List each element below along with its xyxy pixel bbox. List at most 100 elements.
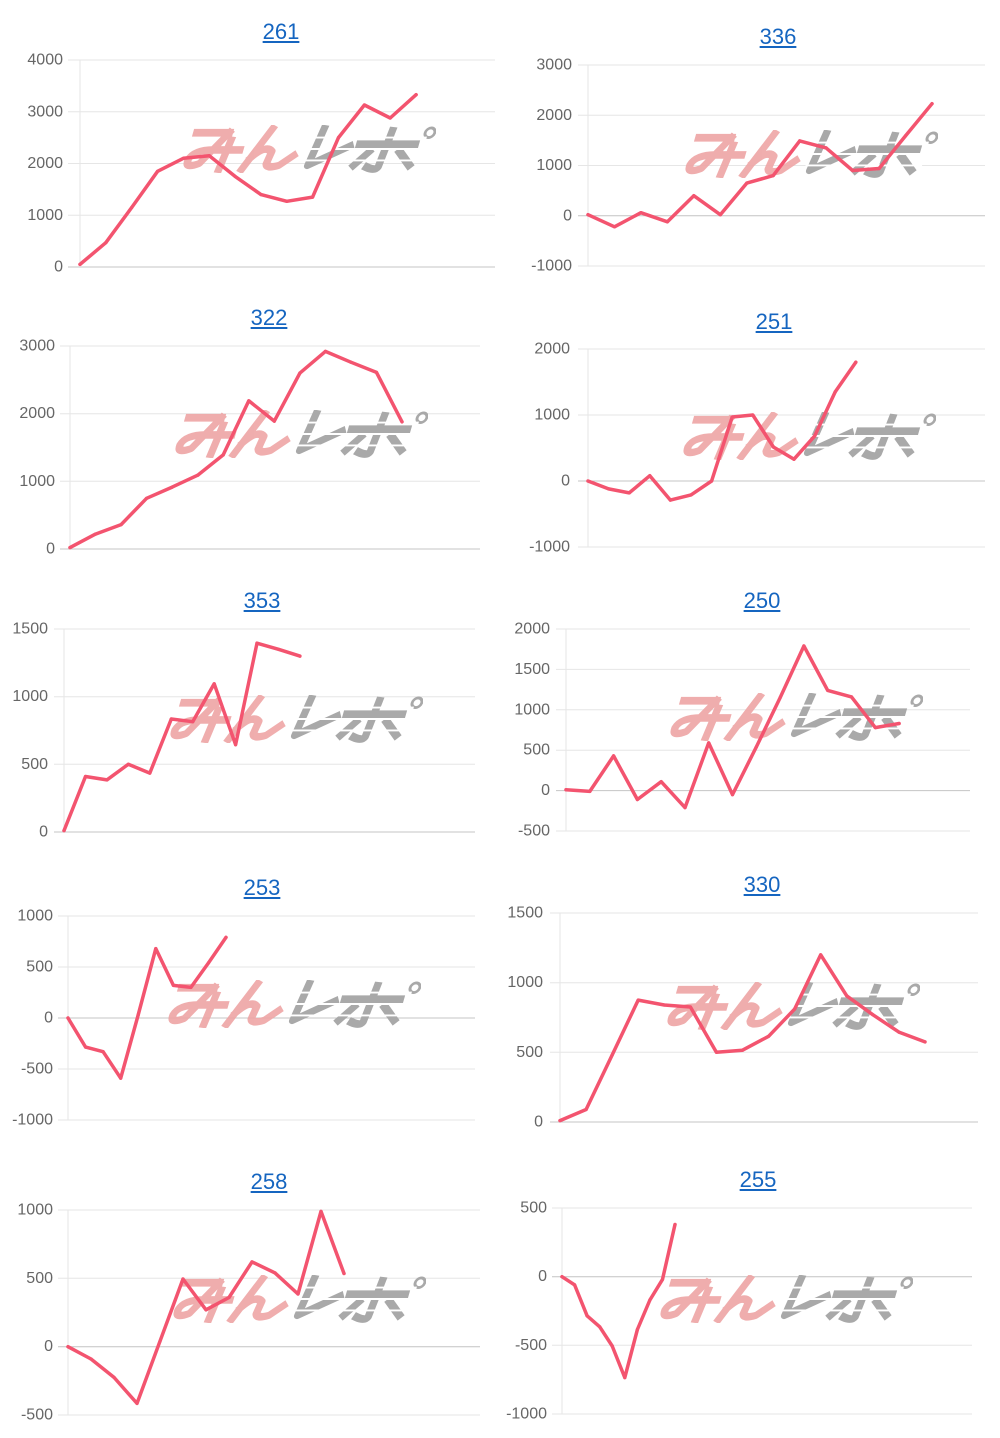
series-line bbox=[68, 349, 404, 550]
y-tick-label: 0 bbox=[44, 1338, 53, 1355]
data-point bbox=[273, 1271, 277, 1275]
data-point bbox=[336, 136, 341, 140]
data-point bbox=[586, 213, 590, 217]
data-point bbox=[259, 193, 263, 197]
data-point bbox=[849, 695, 854, 699]
data-point bbox=[319, 1209, 323, 1213]
data-point bbox=[740, 1048, 745, 1052]
line-chart: 500 0 -500 -1000 bbox=[506, 1200, 972, 1423]
data-point bbox=[718, 213, 722, 217]
y-tick-label: 500 bbox=[26, 959, 53, 976]
series-line bbox=[78, 92, 418, 267]
watermark-logo bbox=[185, 128, 436, 169]
chart-title-link[interactable]: 255 bbox=[739, 1167, 777, 1192]
data-point bbox=[272, 419, 276, 423]
chart-title-link[interactable]: 261 bbox=[262, 19, 300, 44]
chart-title-link[interactable]: 336 bbox=[759, 24, 797, 49]
chart-title-link[interactable]: 253 bbox=[243, 875, 281, 900]
line-chart: 2000 1000 0 -1000 bbox=[529, 341, 985, 556]
data-point bbox=[673, 1222, 677, 1227]
y-tick-label: 2000 bbox=[534, 341, 570, 358]
chart-title-link[interactable]: 250 bbox=[743, 588, 781, 613]
data-point bbox=[648, 1298, 652, 1302]
data-point bbox=[374, 370, 379, 374]
data-point bbox=[101, 1050, 105, 1054]
data-point bbox=[877, 166, 881, 171]
data-point bbox=[233, 174, 237, 178]
y-tick-label: 1000 bbox=[12, 688, 48, 705]
line-chart: 1500 1000 500 0 bbox=[12, 621, 475, 841]
data-point bbox=[285, 199, 289, 203]
data-point bbox=[584, 1107, 588, 1112]
data-point bbox=[298, 371, 302, 375]
data-point bbox=[104, 241, 108, 245]
data-point bbox=[78, 262, 82, 266]
y-grid: 500 0 -500 -1000 bbox=[506, 1200, 972, 1423]
y-tick-label: 500 bbox=[523, 742, 550, 759]
data-point bbox=[798, 139, 802, 143]
data-point bbox=[751, 413, 755, 417]
data-point bbox=[148, 771, 152, 775]
y-tick-label: 2000 bbox=[27, 155, 63, 172]
y-tick-label: 0 bbox=[44, 1010, 53, 1027]
data-point bbox=[635, 1327, 640, 1332]
data-point bbox=[897, 1030, 901, 1034]
data-point bbox=[105, 778, 109, 782]
y-tick-label: 500 bbox=[520, 1200, 547, 1217]
data-point bbox=[771, 445, 776, 449]
y-tick-label: -1000 bbox=[529, 539, 570, 556]
data-point bbox=[930, 102, 934, 106]
data-point bbox=[612, 754, 616, 758]
data-point bbox=[206, 961, 211, 965]
data-point bbox=[585, 1314, 589, 1318]
data-point bbox=[221, 453, 225, 457]
data-point bbox=[196, 473, 200, 477]
line-chart: 1500 1000 500 0 bbox=[507, 905, 978, 1131]
chart-title-link[interactable]: 322 bbox=[250, 305, 288, 330]
data-point bbox=[767, 1034, 771, 1038]
data-point bbox=[119, 1076, 123, 1080]
data-point bbox=[62, 829, 66, 833]
chart-title-link[interactable]: 330 bbox=[743, 872, 781, 897]
data-point bbox=[851, 168, 855, 173]
data-point bbox=[247, 399, 251, 403]
data-point bbox=[627, 491, 631, 495]
chart-title-link[interactable]: 353 bbox=[243, 588, 281, 613]
data-point bbox=[234, 743, 238, 747]
data-point bbox=[207, 154, 211, 158]
data-point bbox=[93, 532, 98, 536]
y-grid: 2000 1000 0 -1000 bbox=[529, 341, 985, 556]
data-point bbox=[130, 205, 134, 210]
data-point bbox=[388, 116, 392, 120]
chart-title-link[interactable]: 251 bbox=[755, 309, 793, 334]
watermark-logo bbox=[672, 696, 923, 737]
data-point bbox=[145, 496, 149, 500]
data-point bbox=[586, 479, 590, 483]
data-point bbox=[668, 498, 673, 502]
data-point bbox=[323, 349, 327, 353]
data-point bbox=[189, 985, 193, 990]
data-point bbox=[607, 487, 611, 491]
y-tick-label: 3000 bbox=[19, 338, 55, 355]
watermark-logo bbox=[662, 1278, 913, 1319]
y-tick-label: 3000 bbox=[536, 57, 572, 74]
data-point bbox=[119, 523, 123, 527]
y-tick-label: 1500 bbox=[514, 661, 550, 678]
y-tick-label: 0 bbox=[39, 824, 48, 841]
data-point bbox=[689, 493, 693, 497]
y-tick-label: 4000 bbox=[27, 52, 63, 69]
y-tick-label: -500 bbox=[21, 1061, 53, 1078]
data-point bbox=[414, 93, 418, 97]
data-point bbox=[635, 797, 640, 802]
y-grid: 3000 2000 1000 0 bbox=[19, 338, 480, 558]
y-tick-label: 500 bbox=[26, 1270, 53, 1287]
data-point bbox=[558, 1119, 562, 1123]
data-point bbox=[89, 1357, 93, 1361]
y-tick-label: 0 bbox=[538, 1268, 547, 1285]
line-chart: 4000 3000 2000 1000 0 bbox=[27, 52, 495, 276]
data-point bbox=[792, 457, 796, 461]
y-tick-label: 1500 bbox=[507, 905, 543, 922]
chart-title-link[interactable]: 258 bbox=[250, 1169, 288, 1194]
y-grid: 2000 1500 1000 500 0 -500 bbox=[514, 621, 970, 840]
